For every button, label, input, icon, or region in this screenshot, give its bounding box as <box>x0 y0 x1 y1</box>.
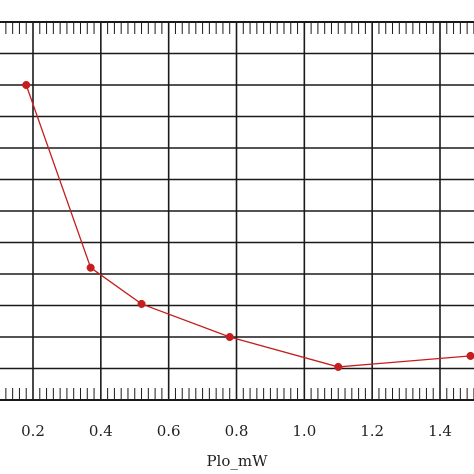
x-tick-label: 1.0 <box>292 422 316 440</box>
x-tick-label: 1.4 <box>428 422 452 440</box>
x-tick-label: 0.6 <box>157 422 181 440</box>
data-point <box>466 351 474 360</box>
x-tick-label: 0.4 <box>89 422 113 440</box>
plot-frame <box>0 21 474 401</box>
data-point <box>334 362 343 371</box>
series-layer <box>22 80 474 371</box>
x-tick-label: 0.8 <box>225 422 249 440</box>
x-tick-label: 0.2 <box>21 422 45 440</box>
x-tick-labels: 0.2 0.4 0.6 0.8 1.0 1.2 1.4 <box>21 422 452 440</box>
x-axis-title: Plo_mW <box>206 452 268 470</box>
minor-tick-layer <box>5 22 474 400</box>
data-point <box>22 80 31 90</box>
x-tick-label: 1.2 <box>360 422 384 440</box>
data-point <box>86 263 95 272</box>
grid-layer <box>0 22 474 400</box>
data-point <box>225 332 234 342</box>
data-point <box>137 299 146 308</box>
series-line <box>25 84 471 368</box>
